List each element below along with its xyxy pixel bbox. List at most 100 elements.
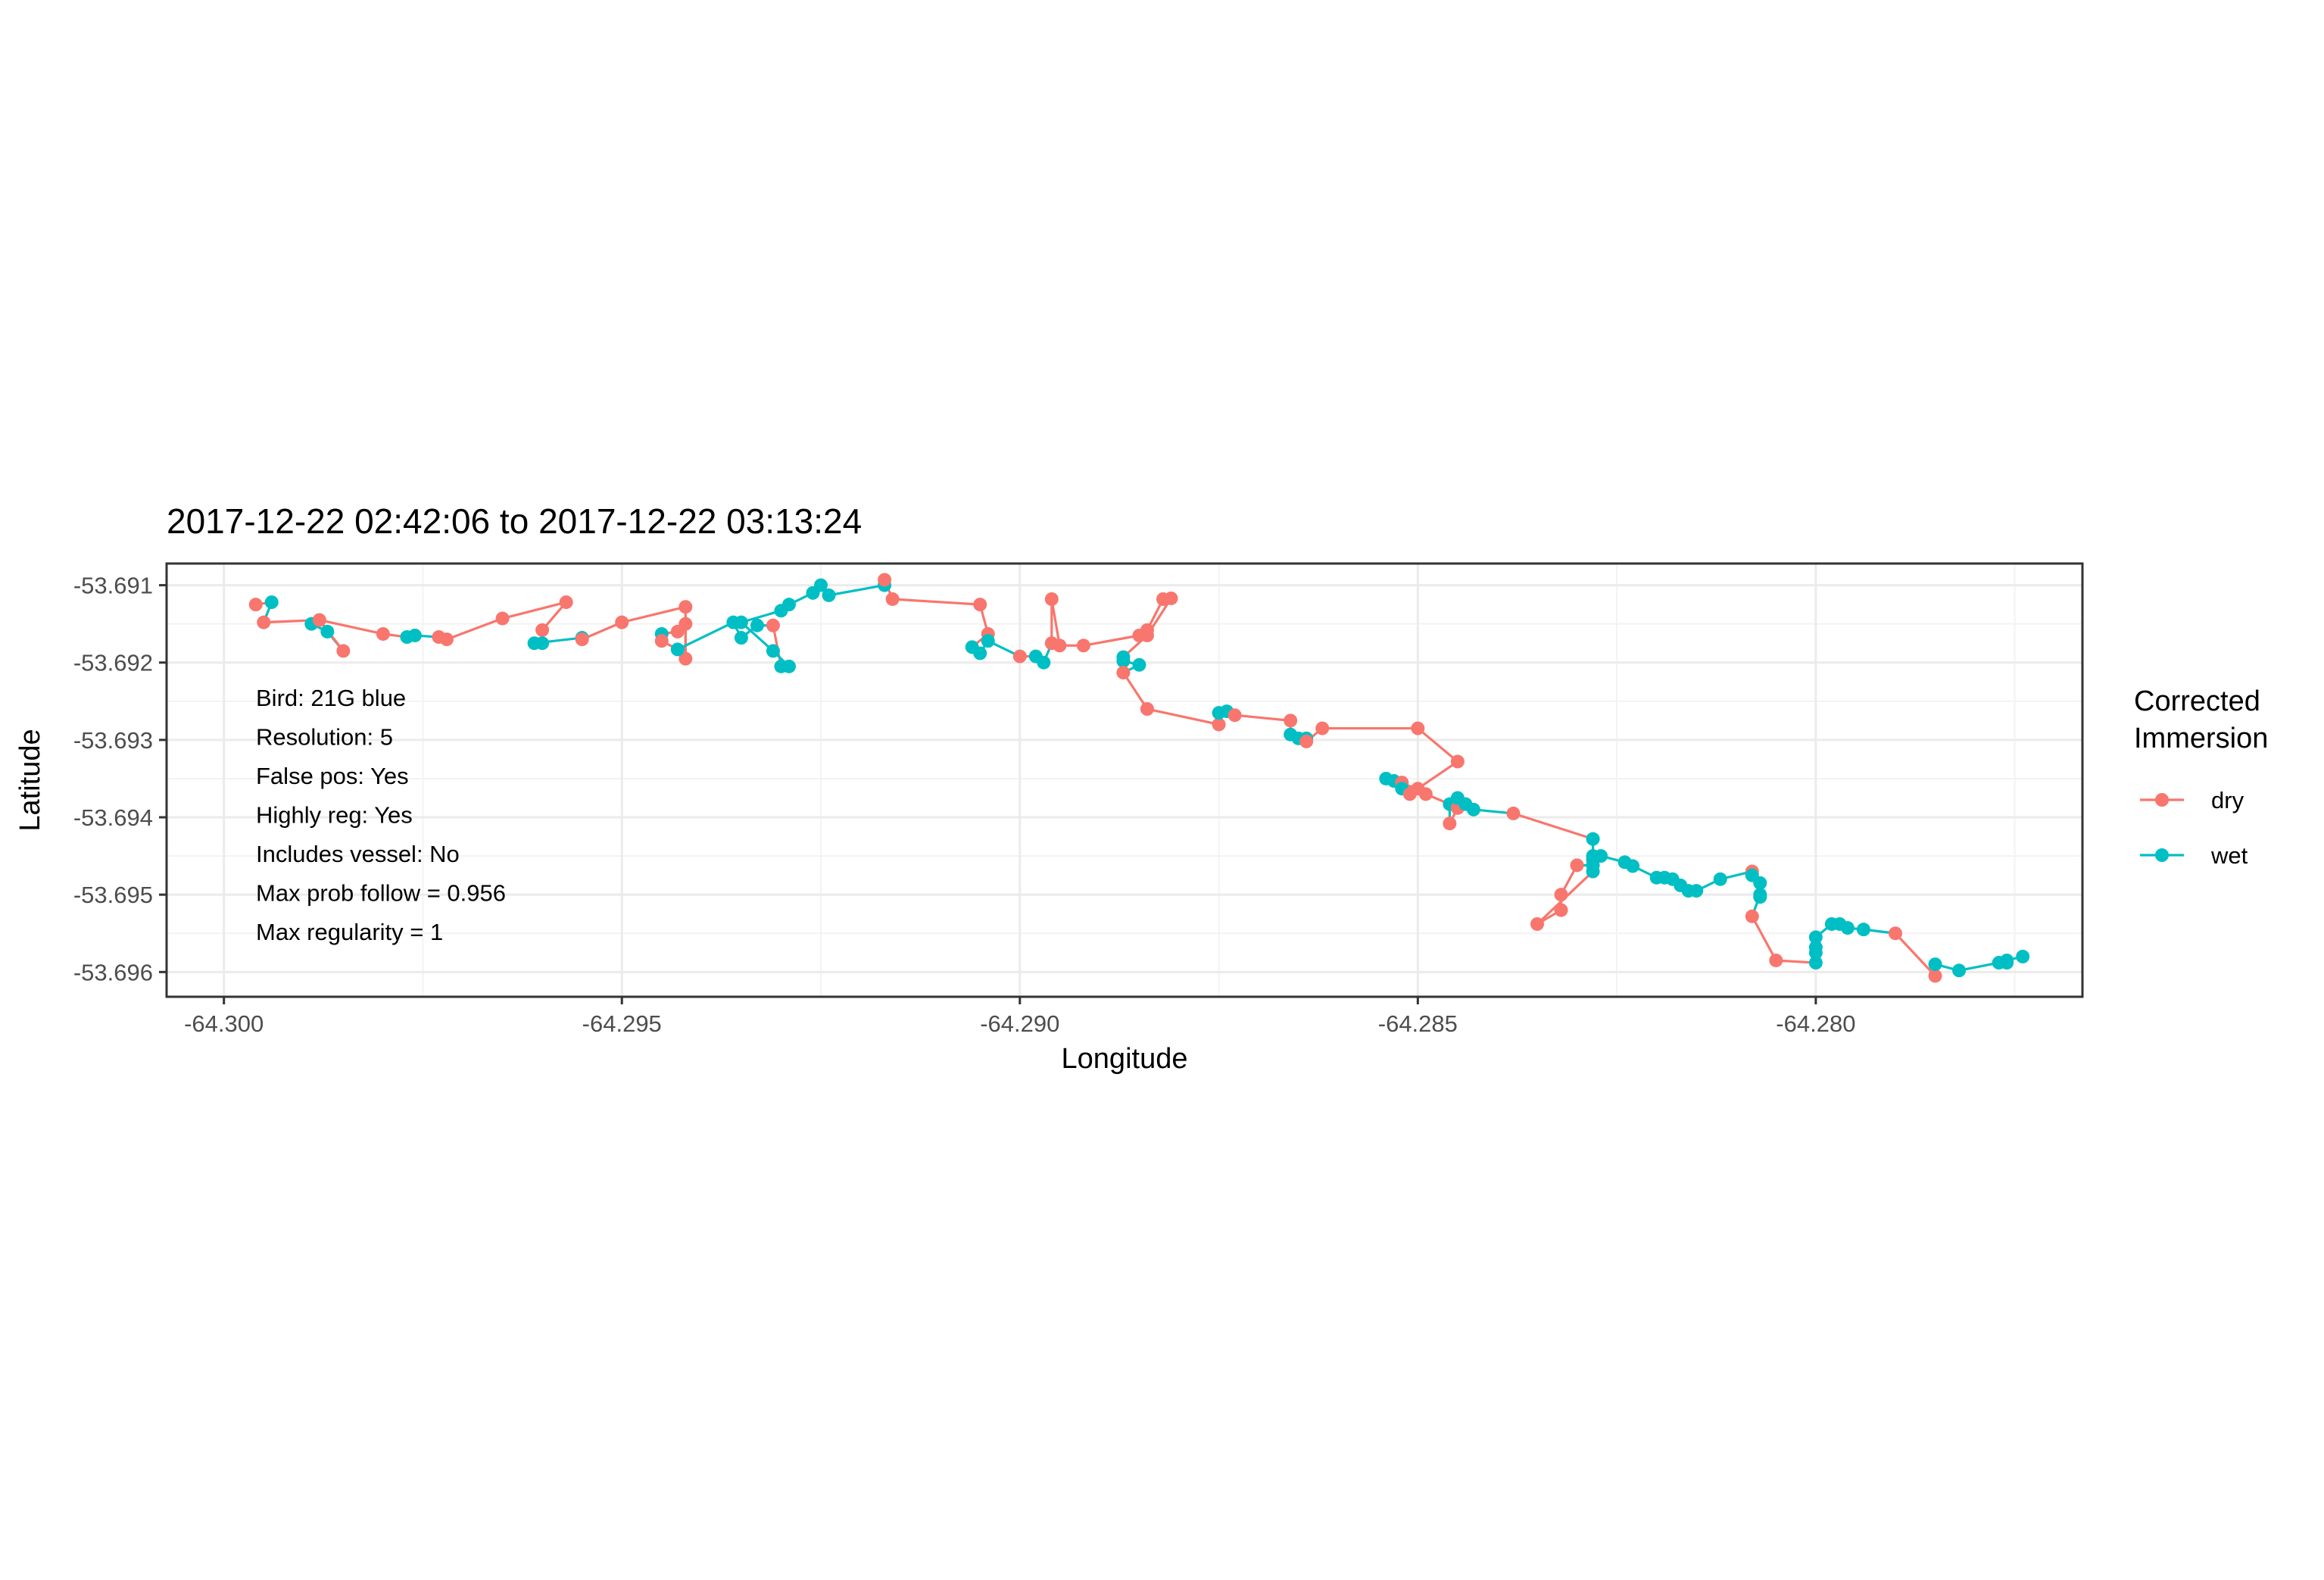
track-segment-wet (740, 621, 775, 653)
point-wet (1132, 657, 1146, 672)
point-wet (1808, 956, 1823, 970)
y-tick-label: -53.691 (73, 573, 153, 599)
x-tick-label: -64.285 (1378, 1010, 1458, 1037)
point-wet (1689, 884, 1704, 898)
point-dry (670, 624, 685, 639)
point-dry (766, 618, 780, 632)
point-dry (1769, 953, 1783, 967)
legend-title-line-2: Immersion (2134, 723, 2268, 754)
track-segment-dry (1416, 760, 1459, 790)
point-dry (1140, 702, 1154, 717)
point-dry (1443, 817, 1457, 831)
track-segment-dry (1121, 671, 1149, 710)
point-dry (248, 598, 263, 612)
point-wet (670, 642, 685, 657)
point-wet (264, 595, 279, 610)
point-wet (320, 624, 335, 639)
point-wet (1586, 864, 1600, 879)
point-dry (1228, 708, 1242, 723)
y-tick-label: -53.695 (73, 882, 153, 908)
annotation-line: Highly reg: Yes (256, 802, 413, 829)
point-wet (734, 615, 748, 629)
point-dry (1745, 909, 1759, 923)
point-dry (1570, 858, 1584, 873)
point-dry (1402, 787, 1417, 801)
point-wet (1713, 872, 1727, 886)
point-dry (1299, 734, 1314, 748)
point-wet (1466, 802, 1480, 817)
point-wet (527, 636, 541, 651)
point-dry (1116, 666, 1131, 680)
point-dry (885, 592, 900, 606)
point-wet (2016, 949, 2030, 963)
track-segment-dry (318, 618, 385, 635)
point-dry (1044, 592, 1059, 606)
point-wet (750, 618, 764, 632)
annotation-line: Bird: 21G blue (256, 685, 406, 711)
point-dry (1284, 713, 1298, 728)
point-wet (814, 578, 828, 592)
y-tick-label: -53.696 (73, 959, 153, 985)
y-axis: -53.691 -53.692 -53.693 -53.694 -53.695 -53.6… (73, 573, 167, 985)
point-wet (1753, 876, 1767, 890)
point-dry (1012, 649, 1027, 664)
annotation-line: Max regularity = 1 (256, 919, 443, 945)
point-dry (1450, 754, 1465, 769)
point-dry (654, 634, 669, 648)
point-dry (1888, 926, 1902, 941)
legend-key-point-dry (2155, 793, 2169, 807)
track-segment-dry (1082, 634, 1141, 647)
point-dry (1315, 721, 1330, 735)
point-wet (766, 644, 780, 658)
point-dry (1164, 591, 1178, 605)
point-dry (559, 595, 573, 610)
track-segment-wet (676, 621, 735, 651)
point-dry (678, 600, 693, 614)
x-tick-label: -64.290 (980, 1010, 1059, 1037)
point-dry (1530, 916, 1544, 931)
track-segment-wet (827, 583, 886, 597)
point-wet (1116, 654, 1131, 668)
point-dry (336, 644, 351, 658)
point-wet (981, 634, 995, 648)
x-tick-label: -64.295 (582, 1010, 662, 1037)
point-wet (1594, 849, 1608, 863)
legend-key-point-wet (2155, 848, 2169, 862)
point-dry (878, 573, 892, 587)
point-wet (1856, 923, 1870, 937)
track-points (248, 573, 2030, 983)
point-wet (1952, 963, 1967, 978)
annotation-line: Includes vessel: No (256, 841, 460, 867)
annotation-line: Resolution: 5 (256, 724, 393, 751)
point-wet (781, 598, 796, 612)
annotation-line: Max prob follow = 0.956 (256, 880, 506, 907)
point-wet (2000, 953, 2014, 967)
point-dry (575, 632, 589, 647)
point-dry (1554, 903, 1568, 917)
point-dry (1928, 969, 1942, 983)
point-dry (1053, 639, 1067, 653)
gridlines (167, 564, 2082, 997)
track-segment-dry (620, 605, 687, 624)
point-wet (1626, 859, 1640, 873)
point-dry (615, 615, 629, 629)
point-wet (781, 659, 796, 673)
point-dry (257, 615, 271, 629)
track-segment-dry (1894, 932, 1937, 978)
y-axis-title: Latitude (14, 729, 46, 831)
y-tick-label: -53.693 (73, 727, 153, 754)
chart-title: 2017-12-22 02:42:06 to 2017-12-22 03:13:… (167, 501, 862, 541)
point-dry (376, 626, 390, 641)
point-wet (822, 588, 836, 602)
point-wet (1808, 940, 1823, 954)
track-segment-dry (1050, 598, 1061, 647)
point-dry (1140, 628, 1154, 642)
annotation-line: False pos: Yes (256, 763, 409, 789)
point-dry (678, 651, 693, 666)
y-tick-label: -53.694 (73, 804, 153, 831)
y-tick-label: -53.692 (73, 650, 153, 676)
point-wet (1037, 655, 1051, 670)
point-wet (1753, 888, 1767, 902)
point-dry (1506, 806, 1521, 820)
